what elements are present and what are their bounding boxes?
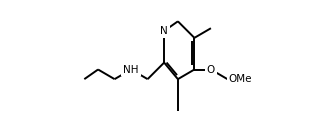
Text: N: N <box>160 26 168 36</box>
Text: O: O <box>207 65 215 74</box>
Text: OMe: OMe <box>229 74 252 84</box>
Text: NH: NH <box>123 65 139 74</box>
